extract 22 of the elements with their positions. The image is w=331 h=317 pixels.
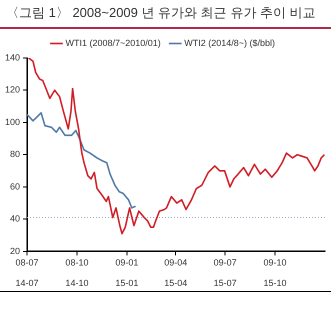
x2-tick-label: 15-10 xyxy=(264,278,287,288)
x-tick-label: 08-10 xyxy=(65,257,88,268)
y-tick-label: 60 xyxy=(10,181,20,192)
y-tick-label: 100 xyxy=(4,116,20,127)
x2-tick-label: 15-04 xyxy=(164,278,188,288)
y-tick-label: 20 xyxy=(10,246,20,256)
x-tick-label: 08-07 xyxy=(16,257,39,268)
x2-tick-label: 14-10 xyxy=(65,278,88,288)
y-tick-label: 40 xyxy=(10,214,20,224)
legend-label: WTI2 (2014/8~) ($/bbl) xyxy=(184,38,276,48)
x-tick-label: 09-07 xyxy=(214,257,237,268)
x-tick-label: 09-01 xyxy=(115,257,138,268)
chart-title: 〈그림 1〉 2008~2009 년 유가와 최근 유가 추이 비교 xyxy=(0,0,331,29)
x-tick-label: 09-04 xyxy=(164,257,188,268)
y-tick-label: 80 xyxy=(10,149,20,160)
y-tick-label: 120 xyxy=(4,84,20,95)
legend-label: WTI1 (2008/7~2010/01) xyxy=(65,38,161,48)
x2-tick-label: 14-07 xyxy=(16,278,39,288)
x2-tick-label: 15-01 xyxy=(115,278,138,288)
y-tick-label: 140 xyxy=(4,52,20,62)
x2-tick-label: 15-07 xyxy=(214,278,237,288)
x-tick-label: 09-10 xyxy=(264,257,287,268)
